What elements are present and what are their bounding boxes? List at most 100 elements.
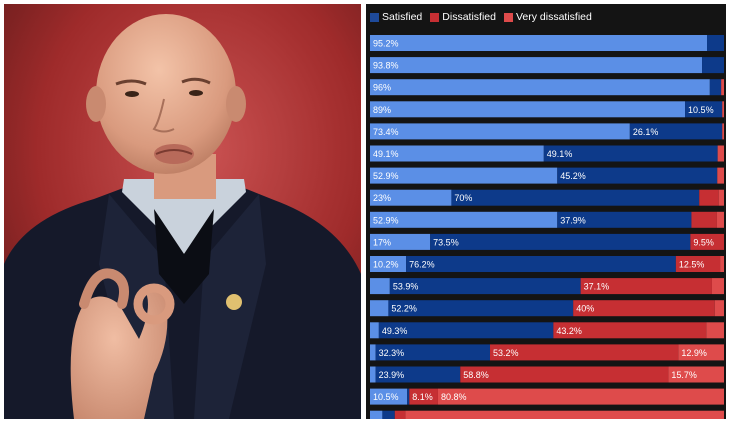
bar-value-label: 73.4% [373, 127, 399, 137]
bar-value-label: 80.8% [441, 392, 467, 402]
bar-value-label: 53.9% [393, 282, 419, 292]
bar-segment [389, 278, 581, 295]
bar-segment [706, 322, 724, 339]
bar-segment [707, 35, 724, 51]
bar-segment [702, 57, 724, 74]
bar-value-label: 89% [373, 105, 391, 115]
bar-segment [629, 123, 723, 140]
legend-swatch-very-dissatisfied [503, 12, 513, 22]
bar-value-label: 73.5% [433, 237, 459, 247]
bar-segment [722, 123, 724, 140]
bar-segment [553, 322, 707, 339]
bar-segment [716, 211, 724, 228]
bar-value-label: 95.2% [373, 39, 399, 49]
bar-value-label: 93.8% [373, 61, 399, 71]
bar-segment [580, 278, 712, 295]
bar-segment [691, 211, 717, 228]
bar-row: 93.8% [370, 57, 724, 74]
bar-value-label: 52.2% [391, 304, 417, 314]
bar-segment [370, 233, 431, 250]
bar-segment [382, 410, 395, 419]
legend-label-dissatisfied: Dissatisfied [442, 11, 496, 23]
bar-value-label: 37.9% [560, 215, 586, 225]
bar-value-label: 10.2% [373, 260, 399, 270]
bar-value-label: 40% [576, 304, 594, 314]
bar-segment [370, 57, 703, 74]
bar-segment [409, 388, 438, 405]
bar-segment [370, 123, 630, 140]
bar-value-label: 10.5% [373, 392, 399, 402]
bar-segment [678, 344, 724, 361]
bar-segment [573, 300, 715, 317]
legend-swatch-satisfied [370, 12, 379, 22]
bar-segment [370, 388, 408, 405]
bar-segment [709, 79, 722, 96]
bar-row: 52.9% 37.9% [370, 211, 724, 228]
photo-panel [4, 4, 361, 419]
bar-segment [437, 388, 724, 405]
bar-segment [370, 189, 452, 206]
bar-segment [370, 278, 390, 295]
bar-value-label: 12.5% [679, 260, 705, 270]
bar-value-label: 26.1% [633, 127, 659, 137]
bar-segment [720, 256, 724, 272]
bar-row: 23.9% 58.8% 15.7% [370, 366, 724, 383]
bar-row: 23% 70% [370, 189, 724, 206]
bar-segment [543, 145, 718, 162]
bar-segment [490, 344, 679, 361]
bar-segment [460, 366, 669, 383]
bar-value-label: 70% [454, 193, 472, 203]
bar-segment [557, 167, 718, 184]
bar-segment [370, 322, 379, 339]
bar-segment [717, 167, 724, 184]
bar-segment [370, 145, 544, 162]
bar-value-label: 32.3% [379, 348, 405, 358]
bar-segment [699, 189, 719, 206]
bar-value-label: 9.5% [693, 237, 714, 247]
bar-segment [370, 366, 376, 383]
bar-value-label: 58.8% [463, 370, 489, 380]
bar-segment [721, 79, 724, 96]
bar-segment [370, 344, 376, 361]
bar-segment [675, 256, 721, 272]
bar-segment [375, 366, 461, 383]
bar-row: 73.4% 26.1% [370, 123, 724, 140]
bar-segment [407, 388, 410, 405]
bar-value-label: 49.1% [373, 149, 399, 159]
bar-value-label: 52.9% [373, 171, 399, 181]
bar-value-label: 53.2% [493, 348, 519, 358]
bar-value-label: 76.2% [409, 260, 435, 270]
bar-value-label: 49.1% [547, 149, 573, 159]
bar-segment [405, 410, 724, 419]
chart-panel: Satisfied Dissatisfied Very dissatisfied… [366, 4, 726, 419]
legend-item-dissatisfied: Dissatisfied [430, 11, 496, 23]
bar-segment [370, 410, 383, 419]
bar-segment [718, 189, 724, 206]
bar-value-label: 23.9% [379, 370, 405, 380]
bar-segment [690, 233, 724, 250]
bar-segment [388, 300, 574, 317]
bar-value-label: 43.2% [556, 326, 582, 336]
legend-item-satisfied: Satisfied [370, 11, 422, 23]
bar-row: 10.2% 76.2% 12.5% [370, 256, 724, 272]
bar-value-label: 17% [373, 237, 391, 247]
legend-label-satisfied: Satisfied [382, 11, 423, 23]
bar-value-label: 52.9% [373, 215, 399, 225]
bar-row [370, 410, 724, 419]
bar-row: 52.2% 40% [370, 300, 724, 317]
bar-row: 10.5% 8.1% 80.8% [370, 388, 724, 405]
bar-value-label: 8.1% [412, 392, 433, 402]
bar-segment [370, 79, 710, 96]
bar-segment [370, 300, 389, 317]
bar-segment [370, 256, 407, 272]
bar-value-label: 10.5% [688, 105, 714, 115]
bar-segment [370, 35, 708, 51]
bar-value-label: 49.3% [382, 326, 408, 336]
bar-segment [668, 366, 724, 383]
bar-value-label: 15.7% [671, 370, 697, 380]
bar-row: 49.3% 43.2% [370, 322, 724, 339]
portrait-photo [4, 4, 361, 419]
bar-segment [557, 211, 692, 228]
bar-value-label: 12.9% [681, 348, 707, 358]
legend-item-very-dissatisfied: Very dissatisfied [503, 11, 592, 23]
